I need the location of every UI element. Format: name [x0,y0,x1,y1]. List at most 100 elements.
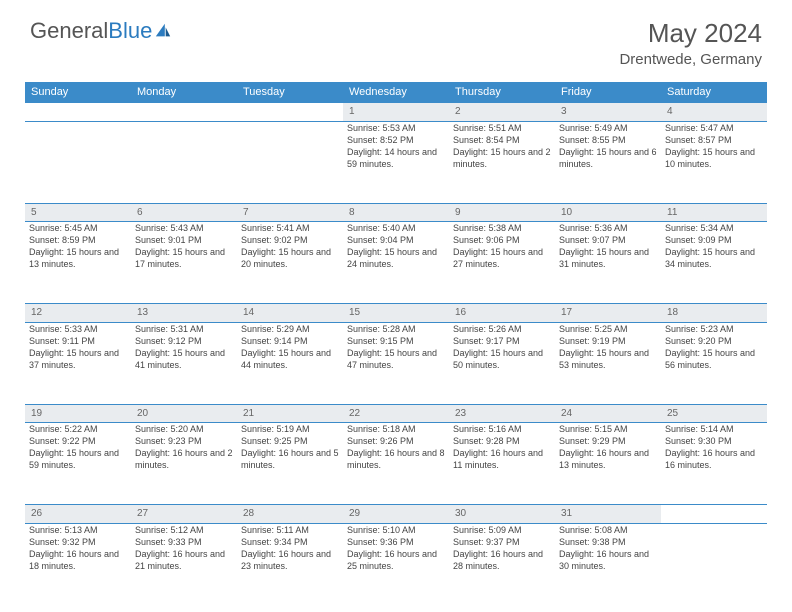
info-row: Sunrise: 5:33 AMSunset: 9:11 PMDaylight:… [25,322,767,404]
day-info-cell: Sunrise: 5:53 AMSunset: 8:52 PMDaylight:… [343,121,449,203]
day-info-cell: Sunrise: 5:14 AMSunset: 9:30 PMDaylight:… [661,423,767,505]
day-number-cell: 3 [555,103,661,122]
sunrise-line: Sunrise: 5:40 AM [347,222,445,234]
day-info-cell: Sunrise: 5:36 AMSunset: 9:07 PMDaylight:… [555,222,661,304]
day-info-cell: Sunrise: 5:23 AMSunset: 9:20 PMDaylight:… [661,322,767,404]
day-info-cell [131,121,237,203]
weekday-header: Wednesday [343,82,449,103]
day-number-cell: 24 [555,404,661,423]
daynum-row: 12131415161718 [25,304,767,323]
sunrise-line: Sunrise: 5:33 AM [29,323,127,335]
day-info-cell: Sunrise: 5:38 AMSunset: 9:06 PMDaylight:… [449,222,555,304]
daylight-line: Daylight: 15 hours and 31 minutes. [559,246,657,270]
header: GeneralBlue May 2024 Drentwede, Germany [0,0,792,76]
day-number-cell: 27 [131,505,237,524]
sunset-line: Sunset: 9:01 PM [135,234,233,246]
sunset-line: Sunset: 9:12 PM [135,335,233,347]
daylight-line: Daylight: 16 hours and 8 minutes. [347,447,445,471]
sunrise-line: Sunrise: 5:14 AM [665,423,763,435]
day-info-cell: Sunrise: 5:18 AMSunset: 9:26 PMDaylight:… [343,423,449,505]
sunset-line: Sunset: 9:17 PM [453,335,551,347]
sunrise-line: Sunrise: 5:36 AM [559,222,657,234]
weekday-header: Thursday [449,82,555,103]
sunrise-line: Sunrise: 5:13 AM [29,524,127,536]
day-number-cell: 14 [237,304,343,323]
sunrise-line: Sunrise: 5:25 AM [559,323,657,335]
sunset-line: Sunset: 8:57 PM [665,134,763,146]
sunrise-line: Sunrise: 5:53 AM [347,122,445,134]
day-info-cell: Sunrise: 5:12 AMSunset: 9:33 PMDaylight:… [131,523,237,605]
sunrise-line: Sunrise: 5:49 AM [559,122,657,134]
weekday-header: Friday [555,82,661,103]
sunrise-line: Sunrise: 5:10 AM [347,524,445,536]
day-number-cell [237,103,343,122]
sunset-line: Sunset: 9:32 PM [29,536,127,548]
day-number-cell: 17 [555,304,661,323]
day-number-cell: 8 [343,203,449,222]
sunrise-line: Sunrise: 5:29 AM [241,323,339,335]
logo-text: GeneralBlue [30,18,152,44]
sunset-line: Sunset: 9:30 PM [665,435,763,447]
daylight-line: Daylight: 15 hours and 44 minutes. [241,347,339,371]
day-number-cell: 12 [25,304,131,323]
weekday-header: Tuesday [237,82,343,103]
daylight-line: Daylight: 15 hours and 13 minutes. [29,246,127,270]
day-number-cell: 11 [661,203,767,222]
day-number-cell [131,103,237,122]
day-number-cell: 13 [131,304,237,323]
day-number-cell: 25 [661,404,767,423]
daylight-line: Daylight: 15 hours and 56 minutes. [665,347,763,371]
day-info-cell: Sunrise: 5:25 AMSunset: 9:19 PMDaylight:… [555,322,661,404]
sunset-line: Sunset: 9:26 PM [347,435,445,447]
sunset-line: Sunset: 9:04 PM [347,234,445,246]
day-number-cell: 28 [237,505,343,524]
daynum-row: 262728293031 [25,505,767,524]
day-number-cell: 22 [343,404,449,423]
sunrise-line: Sunrise: 5:47 AM [665,122,763,134]
day-info-cell: Sunrise: 5:31 AMSunset: 9:12 PMDaylight:… [131,322,237,404]
logo: GeneralBlue [30,18,172,44]
day-info-cell: Sunrise: 5:41 AMSunset: 9:02 PMDaylight:… [237,222,343,304]
sunset-line: Sunset: 9:36 PM [347,536,445,548]
sunset-line: Sunset: 8:55 PM [559,134,657,146]
daylight-line: Daylight: 16 hours and 5 minutes. [241,447,339,471]
daylight-line: Daylight: 15 hours and 27 minutes. [453,246,551,270]
day-info-cell: Sunrise: 5:08 AMSunset: 9:38 PMDaylight:… [555,523,661,605]
day-number-cell: 5 [25,203,131,222]
daylight-line: Daylight: 15 hours and 24 minutes. [347,246,445,270]
sunrise-line: Sunrise: 5:08 AM [559,524,657,536]
sunrise-line: Sunrise: 5:34 AM [665,222,763,234]
title-block: May 2024 Drentwede, Germany [619,18,762,68]
day-info-cell: Sunrise: 5:22 AMSunset: 9:22 PMDaylight:… [25,423,131,505]
daylight-line: Daylight: 15 hours and 37 minutes. [29,347,127,371]
sunset-line: Sunset: 9:22 PM [29,435,127,447]
sunrise-line: Sunrise: 5:23 AM [665,323,763,335]
sunset-line: Sunset: 9:29 PM [559,435,657,447]
daylight-line: Daylight: 16 hours and 21 minutes. [135,548,233,572]
sunset-line: Sunset: 8:54 PM [453,134,551,146]
day-info-cell [25,121,131,203]
daylight-line: Daylight: 15 hours and 2 minutes. [453,146,551,170]
sunrise-line: Sunrise: 5:26 AM [453,323,551,335]
daylight-line: Daylight: 15 hours and 17 minutes. [135,246,233,270]
day-number-cell: 16 [449,304,555,323]
daynum-row: 567891011 [25,203,767,222]
day-number-cell: 18 [661,304,767,323]
daylight-line: Daylight: 16 hours and 25 minutes. [347,548,445,572]
info-row: Sunrise: 5:53 AMSunset: 8:52 PMDaylight:… [25,121,767,203]
sunrise-line: Sunrise: 5:41 AM [241,222,339,234]
sunrise-line: Sunrise: 5:18 AM [347,423,445,435]
daylight-line: Daylight: 16 hours and 30 minutes. [559,548,657,572]
sunset-line: Sunset: 9:37 PM [453,536,551,548]
weekday-header: Monday [131,82,237,103]
day-info-cell: Sunrise: 5:15 AMSunset: 9:29 PMDaylight:… [555,423,661,505]
day-info-cell: Sunrise: 5:47 AMSunset: 8:57 PMDaylight:… [661,121,767,203]
sunrise-line: Sunrise: 5:38 AM [453,222,551,234]
day-info-cell: Sunrise: 5:33 AMSunset: 9:11 PMDaylight:… [25,322,131,404]
day-info-cell: Sunrise: 5:26 AMSunset: 9:17 PMDaylight:… [449,322,555,404]
sunrise-line: Sunrise: 5:15 AM [559,423,657,435]
sunset-line: Sunset: 9:09 PM [665,234,763,246]
day-info-cell: Sunrise: 5:34 AMSunset: 9:09 PMDaylight:… [661,222,767,304]
day-info-cell [237,121,343,203]
day-number-cell: 26 [25,505,131,524]
